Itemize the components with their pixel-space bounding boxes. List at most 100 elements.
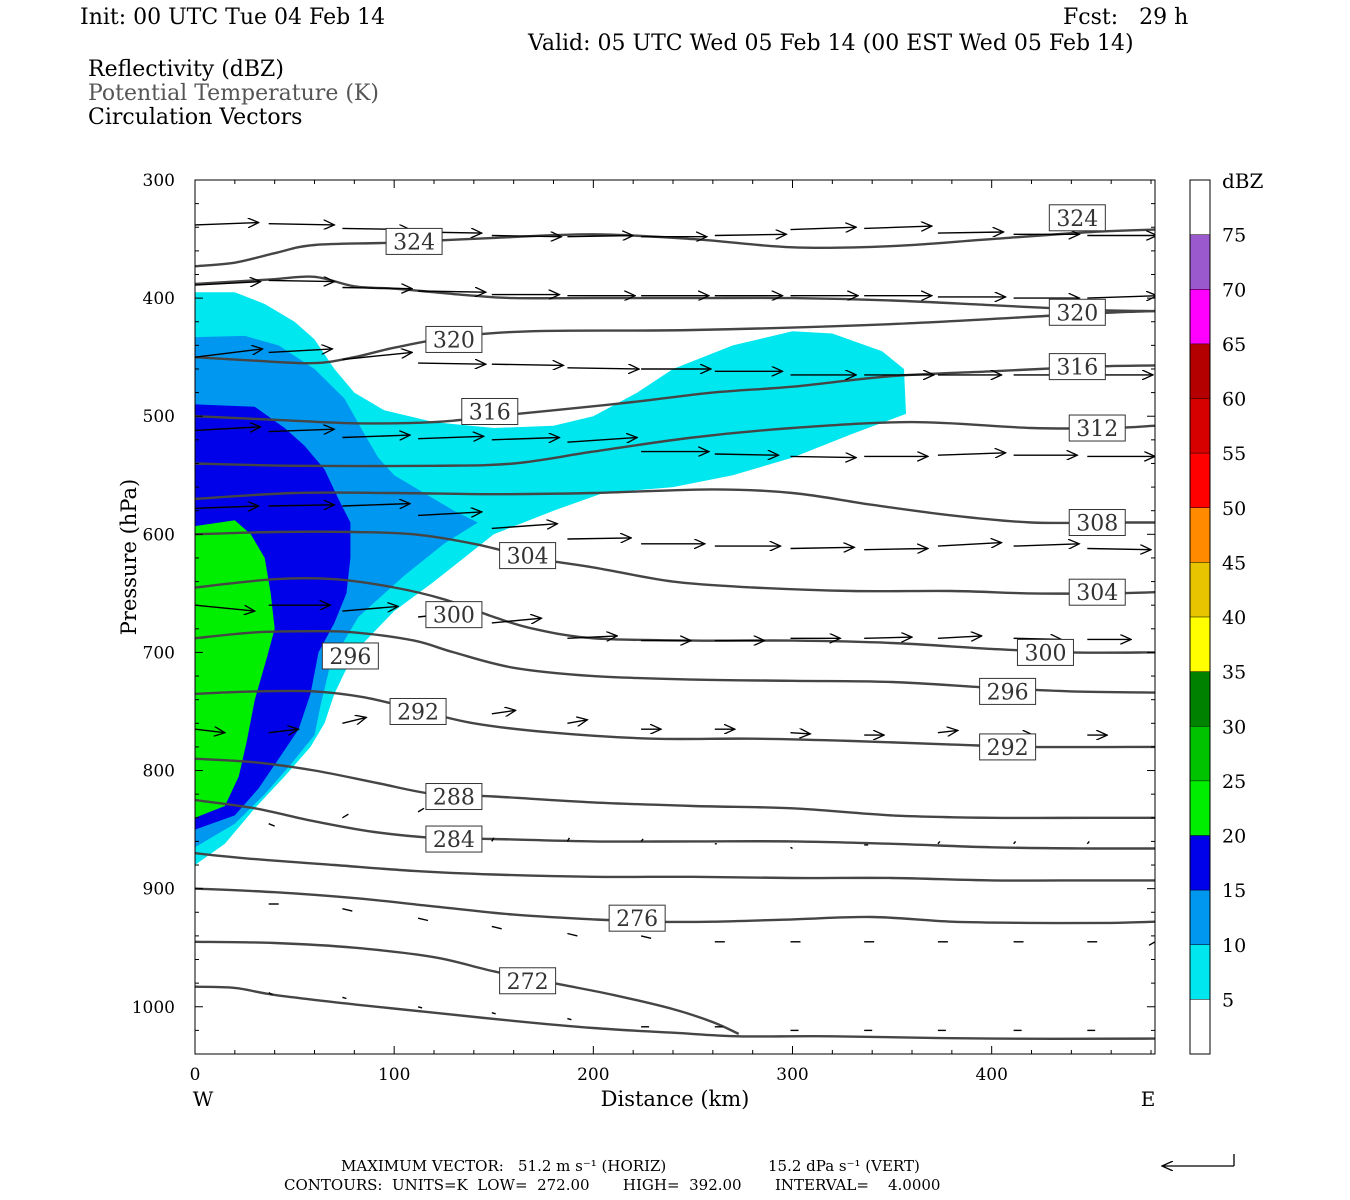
colorbar-title: dBZ bbox=[1222, 169, 1264, 193]
contour-label-284: 284 bbox=[425, 825, 483, 853]
circulation-vector bbox=[790, 846, 793, 850]
contour-label-box bbox=[1048, 204, 1106, 232]
circulation-vector bbox=[491, 710, 516, 714]
y-tick-label: 500 bbox=[143, 407, 175, 427]
contour-label-text: 292 bbox=[987, 736, 1029, 761]
circulation-vector bbox=[491, 1012, 496, 1015]
theta-contour-284k bbox=[195, 798, 1155, 850]
contour-label-text: 288 bbox=[433, 786, 475, 811]
theta-contour-312k bbox=[195, 420, 1155, 468]
colorbar-label: 45 bbox=[1222, 552, 1246, 574]
circulation-vector bbox=[417, 917, 429, 922]
circulation-vector bbox=[937, 840, 941, 845]
circulation-vector bbox=[567, 236, 633, 237]
y-tick-label: 400 bbox=[143, 289, 175, 309]
circulation-vector bbox=[195, 506, 259, 508]
contour-label-text: 324 bbox=[1056, 207, 1098, 232]
circulation-vector bbox=[1087, 296, 1155, 298]
circulation-vector bbox=[195, 349, 263, 358]
contour-label-text: 272 bbox=[507, 970, 549, 995]
contour-label-text: 308 bbox=[1076, 512, 1118, 537]
colorbar-bin bbox=[1190, 289, 1210, 344]
circulation-vector bbox=[417, 807, 425, 813]
circulation-vector bbox=[937, 730, 958, 732]
circulation-vector bbox=[790, 227, 857, 229]
circulation-vector bbox=[567, 538, 631, 539]
circulation-vector bbox=[195, 427, 261, 431]
contour-label-box bbox=[979, 677, 1037, 705]
contour-label-296: 296 bbox=[321, 642, 379, 670]
theta-contour-320k bbox=[195, 309, 1155, 365]
colorbar-bin bbox=[1190, 726, 1210, 781]
circulation-vector bbox=[342, 813, 349, 819]
colorbar-label: 70 bbox=[1222, 279, 1246, 301]
contour-label-text: 300 bbox=[433, 604, 475, 629]
axes: 300 400 500 600 700 800 900 1000 0 100 200 300 400 W E… bbox=[117, 171, 1155, 1111]
contour-label-text: 316 bbox=[1056, 356, 1098, 381]
contour-label-text: 296 bbox=[987, 680, 1029, 705]
theta-contour-300k bbox=[195, 576, 1155, 654]
theta-contour-304k bbox=[195, 530, 1155, 595]
contour-label-304: 304 bbox=[1068, 578, 1126, 606]
contour-label-320: 320 bbox=[425, 325, 483, 353]
contour-label-text: 320 bbox=[433, 328, 475, 353]
circulation-vector bbox=[567, 720, 587, 724]
contour-label-300: 300 bbox=[1016, 638, 1074, 666]
y-tick-label: 800 bbox=[143, 762, 175, 782]
colorbar-label: 65 bbox=[1222, 334, 1246, 356]
contour-label-text: 304 bbox=[507, 545, 549, 570]
contour-label-box bbox=[608, 904, 666, 932]
circulation-vector bbox=[790, 733, 811, 734]
colorbar-label: 75 bbox=[1222, 225, 1246, 247]
circulation-vector bbox=[937, 636, 982, 638]
contour-label-box bbox=[385, 227, 443, 255]
circulation-vector bbox=[268, 823, 275, 827]
circulation-vector bbox=[937, 543, 1002, 547]
x-tick-label: 300 bbox=[776, 1065, 808, 1085]
circulation-vector bbox=[937, 453, 1006, 455]
colorbar-bin bbox=[1190, 562, 1210, 617]
circulation-vector bbox=[268, 280, 335, 281]
valid-time: Valid: 05 UTC Wed 05 Feb 14 (00 EST Wed … bbox=[528, 31, 1134, 56]
circulation-vector bbox=[491, 618, 542, 623]
colorbar-bin bbox=[1190, 999, 1210, 1054]
contour-label-box bbox=[1068, 414, 1126, 442]
colorbar-bin bbox=[1190, 507, 1210, 563]
y-tick-label: 1000 bbox=[132, 998, 175, 1018]
contour-label-box bbox=[979, 733, 1037, 761]
theta-contours bbox=[195, 228, 1155, 1040]
reflectivity-fill bbox=[195, 292, 906, 865]
circulation-vector bbox=[418, 291, 486, 292]
x-tick-label: 100 bbox=[378, 1065, 410, 1085]
y-tick-label: 900 bbox=[143, 880, 175, 900]
circulation-vector bbox=[640, 838, 644, 842]
circulation-vector bbox=[567, 932, 578, 937]
theta-contour-272k bbox=[195, 940, 740, 1035]
contour-label-box bbox=[425, 783, 483, 811]
theta-contour-308k bbox=[195, 488, 1155, 525]
colorbar-bin bbox=[1190, 617, 1210, 672]
contour-label-text: 284 bbox=[433, 828, 475, 853]
circulation-vector bbox=[342, 288, 412, 289]
colorbar-label: 30 bbox=[1222, 716, 1246, 738]
max-vector-vert: 15.2 dPa s⁻¹ (VERT) bbox=[768, 1157, 920, 1175]
contour-label-text: 320 bbox=[1056, 301, 1098, 326]
x-end-label-east: E bbox=[1141, 1087, 1156, 1111]
x-tick-label: 400 bbox=[975, 1065, 1007, 1085]
contour-labels: 324 324 320 320 316 316 312 308 304 304 300 300 296 2… bbox=[321, 204, 1126, 995]
colorbar-label: 5 bbox=[1222, 989, 1234, 1011]
circulation-vector bbox=[567, 438, 637, 443]
contour-label-box bbox=[425, 825, 483, 853]
circulation-vector bbox=[268, 505, 335, 506]
contour-label-276: 276 bbox=[608, 904, 666, 932]
circulation-vector bbox=[268, 991, 274, 996]
colorbar-bin bbox=[1190, 343, 1210, 399]
contour-label-288: 288 bbox=[425, 783, 483, 811]
colorbar: 5 10 15 20 25 30 35 40 45 50 55 60 65 70 75 dBZ bbox=[1189, 169, 1264, 1055]
contour-label-text: 312 bbox=[1076, 417, 1118, 442]
contour-label-box bbox=[461, 397, 519, 425]
y-tick-label: 600 bbox=[143, 525, 175, 545]
reference-vector bbox=[1162, 1154, 1235, 1166]
contours-info: CONTOURS: UNITS=K LOW= 272.00 HIGH= 392.… bbox=[284, 1176, 941, 1194]
